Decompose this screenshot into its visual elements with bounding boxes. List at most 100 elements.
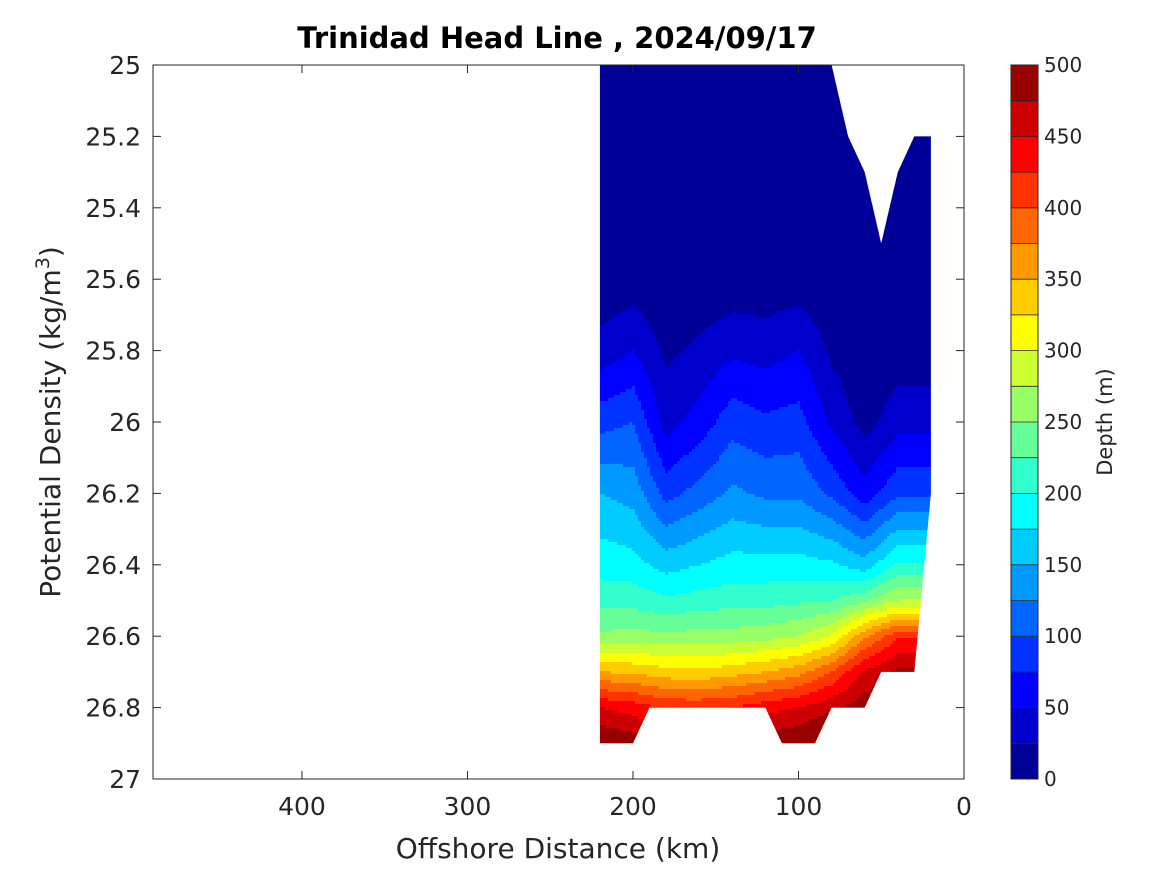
contour-cell xyxy=(704,590,708,612)
contour-cell xyxy=(701,590,705,612)
contour-cell xyxy=(740,362,744,402)
contour-cell xyxy=(884,635,888,648)
contour-cell xyxy=(824,581,828,603)
contour-cell xyxy=(779,362,783,408)
contour-cell xyxy=(668,524,672,549)
contour-cell xyxy=(710,65,714,327)
contour-cell xyxy=(770,623,774,642)
contour-cell xyxy=(602,581,606,609)
contour-cell xyxy=(911,575,915,588)
contour-cell xyxy=(869,470,873,501)
contour-cell xyxy=(725,677,729,687)
contour-cell xyxy=(821,536,825,561)
contour-cell xyxy=(602,539,606,582)
contour-cell xyxy=(866,602,870,609)
contour-cell xyxy=(767,641,771,651)
contour-cell xyxy=(743,314,747,363)
contour-cell xyxy=(725,629,729,645)
contour-cell xyxy=(620,701,624,714)
contour-cell xyxy=(800,500,804,528)
contour-cell xyxy=(884,557,888,570)
contour-cell xyxy=(833,434,837,471)
contour-cell xyxy=(887,569,891,582)
contour-cell xyxy=(770,500,774,528)
contour-cell xyxy=(746,608,750,627)
contour-cell xyxy=(602,434,606,465)
contour-cell xyxy=(671,644,675,657)
contour-cell xyxy=(710,629,714,645)
contour-cell xyxy=(809,506,813,534)
contour-cell xyxy=(704,656,708,669)
contour-cell xyxy=(692,680,696,690)
contour-cell xyxy=(728,401,732,444)
contour-cell xyxy=(830,644,834,654)
contour-cell xyxy=(896,575,900,588)
contour-cell xyxy=(614,692,618,702)
contour-cell xyxy=(740,446,744,489)
contour-cell xyxy=(626,683,630,693)
contour-cell xyxy=(608,701,612,711)
contour-cell xyxy=(638,611,642,630)
contour-cell xyxy=(749,314,753,366)
contour-cell xyxy=(638,704,642,720)
contour-cell xyxy=(737,695,741,708)
contour-cell xyxy=(599,401,603,435)
contour-cell xyxy=(623,467,627,507)
contour-cell xyxy=(635,665,639,675)
contour-cell xyxy=(617,728,621,744)
contour-cell xyxy=(674,464,678,498)
contour-cell xyxy=(644,371,648,420)
contour-cell xyxy=(605,401,609,432)
contour-cell xyxy=(665,551,669,576)
contour-cell xyxy=(710,677,714,690)
contour-cell xyxy=(926,512,930,531)
contour-cell xyxy=(746,65,750,315)
contour-cell xyxy=(599,689,603,699)
contour-cell xyxy=(818,446,822,489)
contour-cell xyxy=(902,512,906,531)
contour-cell xyxy=(902,530,906,546)
contour-cell xyxy=(842,608,846,618)
colorbar-band xyxy=(1011,743,1038,780)
contour-cell xyxy=(827,656,831,666)
contour-cell xyxy=(713,611,717,630)
contour-cell xyxy=(905,467,909,498)
contour-cell xyxy=(785,647,789,660)
contour-cell xyxy=(689,680,693,690)
contour-cell xyxy=(656,656,660,666)
contour-cell xyxy=(839,596,843,609)
contour-cell xyxy=(821,491,825,516)
contour-cell xyxy=(755,497,759,525)
contour-cell xyxy=(629,653,633,663)
contour-cell xyxy=(632,509,636,552)
contour-cell xyxy=(740,686,744,696)
y-axis-label-superscript: 3 xyxy=(32,257,54,269)
contour-cell xyxy=(701,392,705,441)
contour-cell xyxy=(875,575,879,588)
contour-cell xyxy=(893,65,897,390)
contour-cell xyxy=(752,494,756,525)
contour-cell xyxy=(770,365,774,411)
contour-cell xyxy=(890,614,894,621)
contour-cell xyxy=(788,647,792,657)
contour-cell xyxy=(698,629,702,645)
contour-cell xyxy=(839,566,843,582)
contour-cell xyxy=(752,314,756,366)
contour-cell xyxy=(755,584,759,609)
contour-cell xyxy=(785,623,789,639)
contour-cell xyxy=(824,602,828,615)
contour-cell xyxy=(809,65,813,318)
contour-cell xyxy=(860,662,864,672)
contour-cell xyxy=(788,554,792,582)
contour-cell xyxy=(599,494,603,540)
contour-cell xyxy=(734,311,738,360)
contour-cell xyxy=(794,308,798,354)
contour-cell xyxy=(746,584,750,609)
contour-cell xyxy=(755,65,759,318)
contour-cell xyxy=(782,623,786,639)
contour-cell xyxy=(629,674,633,684)
contour-cell xyxy=(830,581,834,603)
contour-cell xyxy=(665,437,669,474)
contour-cell xyxy=(881,488,885,510)
contour-cell xyxy=(746,695,750,705)
